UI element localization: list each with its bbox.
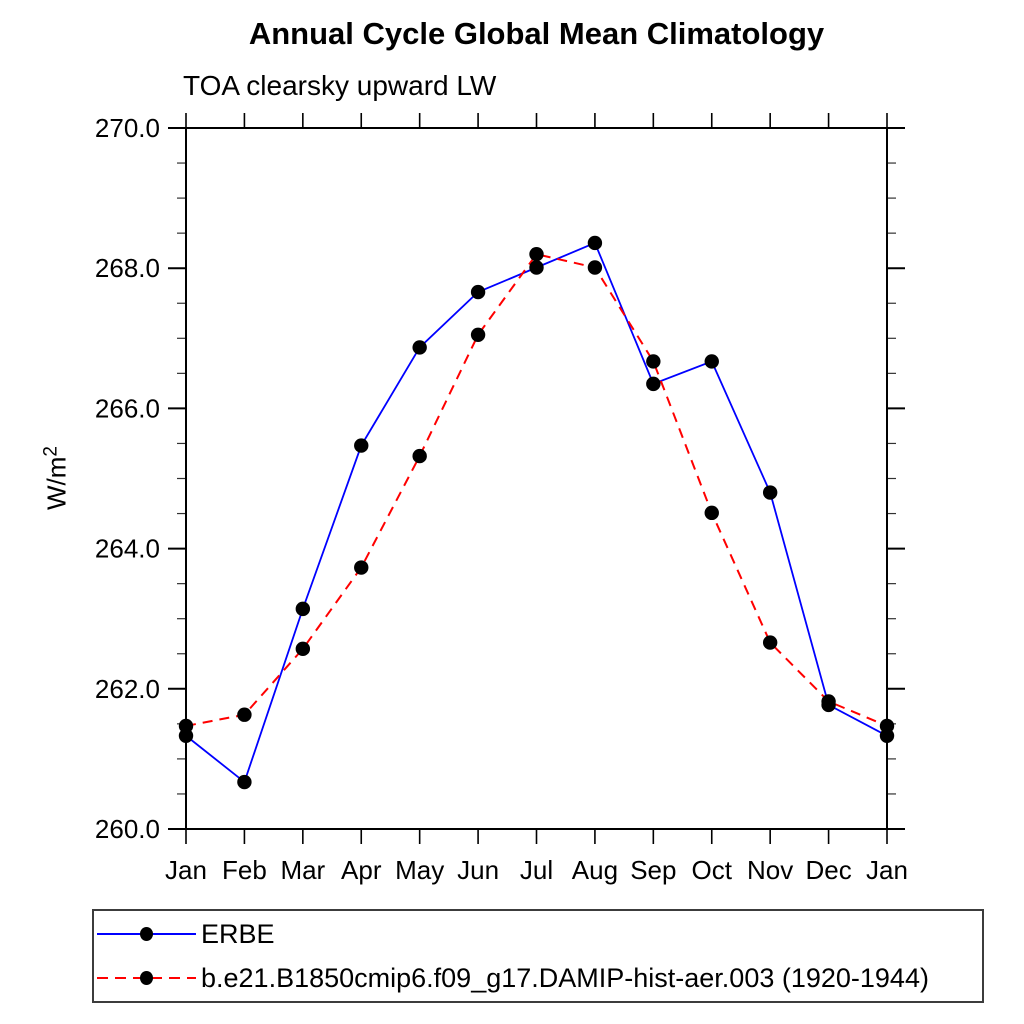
y-tick-label: 262.0 [95, 674, 160, 704]
x-tick-label: May [395, 855, 444, 885]
y-tick-label: 268.0 [95, 253, 160, 283]
data-point-marker-series-0 [529, 260, 544, 275]
data-point-marker-series-1 [178, 718, 194, 734]
x-tick-label: Mar [280, 855, 325, 885]
data-point-marker-series-0 [587, 235, 603, 251]
data-point-marker-series-1 [295, 641, 311, 657]
x-tick-label: Sep [630, 855, 676, 885]
data-point-marker-series-1 [354, 560, 369, 575]
data-point-marker-series-0 [646, 376, 661, 392]
x-tick-label: Jul [520, 855, 553, 885]
data-point-marker-series-1 [704, 505, 719, 521]
data-point-marker-series-1 [762, 635, 778, 650]
data-point-marker-series-0 [470, 284, 486, 300]
legend-label-erbe: ERBE [201, 918, 275, 949]
series-line-1 [185, 253, 888, 727]
data-point-marker-series-1 [237, 707, 252, 722]
data-point-marker-series-1 [529, 246, 544, 262]
x-tick-label: Feb [222, 855, 267, 885]
chart-title: Annual Cycle Global Mean Climatology [248, 16, 825, 51]
data-point-marker-series-1 [646, 354, 661, 369]
data-point-marker-series-0 [762, 485, 778, 500]
legend-box: ERBE b.e21.B1850cmip6.f09_g17.DAMIP-hist… [92, 909, 984, 1003]
data-point-marker-series-0 [295, 601, 311, 617]
data-point-marker-series-1 [879, 718, 895, 734]
y-tick-label: 264.0 [95, 534, 160, 564]
x-tick-label: Apr [341, 855, 382, 885]
x-tick-label: Dec [805, 855, 851, 885]
legend-label-model: b.e21.B1850cmip6.f09_g17.DAMIP-hist-aer.… [201, 962, 929, 993]
data-point-marker-series-1 [821, 694, 836, 709]
data-point-marker-series-1 [470, 327, 486, 342]
legend-marker-dot-icon [140, 971, 153, 985]
x-tick-label: Aug [572, 855, 618, 885]
chart-subtitle: TOA clearsky upward LW [183, 70, 497, 101]
legend-line-sample-solid [97, 927, 196, 941]
legend-line-sample-dashed [97, 971, 196, 985]
data-point-marker-series-1 [587, 260, 603, 275]
x-tick-label: Jun [457, 855, 499, 885]
y-tick-label: 266.0 [95, 393, 160, 423]
data-point-marker-series-0 [354, 438, 369, 453]
x-tick-label: Nov [747, 855, 793, 885]
x-tick-label: Jan [165, 855, 207, 885]
data-point-marker-series-0 [704, 354, 719, 369]
data-point-marker-series-0 [237, 774, 252, 790]
x-tick-label: Jan [866, 855, 908, 885]
legend-item-erbe: ERBE [97, 913, 982, 955]
y-tick-label: 260.0 [95, 814, 160, 844]
legend-marker-dot-icon [140, 927, 153, 941]
series-line-0 [185, 241, 888, 784]
legend-item-model: b.e21.B1850cmip6.f09_g17.DAMIP-hist-aer.… [97, 957, 982, 999]
plot-frame [185, 127, 888, 830]
y-tick-label: 270.0 [95, 113, 160, 143]
data-point-marker-series-0 [412, 340, 427, 355]
data-point-marker-series-1 [412, 448, 427, 464]
x-tick-label: Oct [692, 855, 733, 885]
